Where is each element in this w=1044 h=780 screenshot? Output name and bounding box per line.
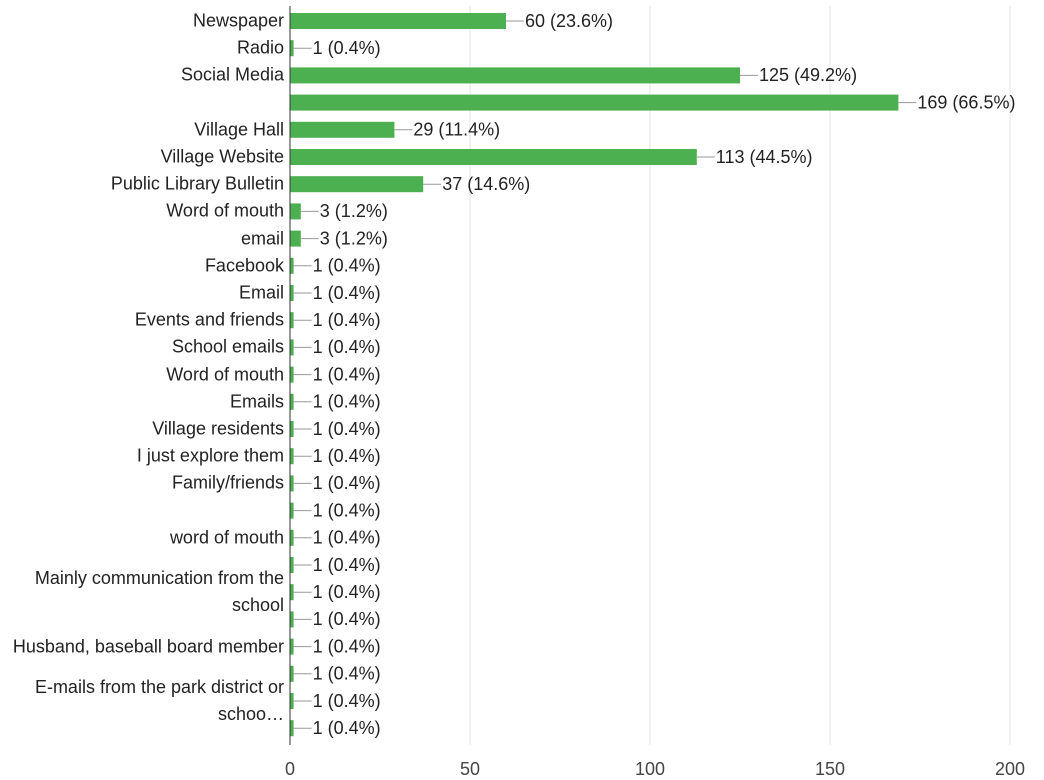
x-tick-label: 200 — [995, 759, 1025, 779]
bar — [290, 13, 506, 29]
category-label: Radio — [236, 37, 284, 58]
category-label: Word of mouth — [166, 200, 284, 221]
value-label: 1 (0.4%) — [313, 555, 381, 575]
value-label: 1 (0.4%) — [313, 718, 381, 738]
category-label: Family/friends — [171, 472, 284, 493]
bar — [290, 693, 294, 709]
value-label: 113 (44.5%) — [716, 147, 813, 167]
value-label: 37 (14.6%) — [442, 174, 530, 194]
bar — [290, 720, 294, 737]
x-tick-label: 0 — [285, 759, 295, 779]
value-label: 169 (66.5%) — [917, 92, 1015, 112]
value-label: 1 (0.4%) — [313, 283, 381, 303]
bar — [290, 366, 294, 383]
value-label: 3 (1.2%) — [320, 228, 388, 248]
bar — [290, 40, 294, 57]
bar — [290, 475, 294, 492]
x-tick-label: 100 — [635, 759, 665, 779]
value-label: 1 (0.4%) — [313, 582, 381, 602]
bar — [290, 285, 294, 301]
bar — [290, 584, 294, 601]
bar — [290, 529, 294, 546]
category-label: word of mouth — [169, 527, 284, 548]
category-label: Village Hall — [194, 119, 284, 140]
value-label: 1 (0.4%) — [313, 446, 381, 466]
value-label: 1 (0.4%) — [313, 392, 381, 412]
bar — [290, 312, 294, 329]
category-label: Public Library Bulletin — [110, 173, 284, 194]
bar — [290, 638, 294, 655]
value-label: 29 (11.4%) — [413, 120, 500, 140]
bar — [290, 611, 294, 628]
bar — [290, 557, 294, 573]
category-label: Word of mouth — [166, 364, 284, 385]
category-label: Mainly communication from the school — [34, 568, 284, 616]
value-label: 3 (1.2%) — [320, 201, 388, 221]
category-label: E-mails from the park district or schoo… — [34, 677, 284, 724]
bar — [290, 448, 294, 465]
category-label: Village Website — [160, 146, 284, 167]
value-label: 1 (0.4%) — [313, 664, 381, 684]
bar — [290, 393, 294, 410]
category-label: Emails — [229, 391, 284, 412]
bar — [290, 94, 899, 111]
category-label: Village residents — [152, 418, 284, 439]
value-label: 1 (0.4%) — [313, 337, 381, 357]
category-label: Husband, baseball board member — [12, 636, 284, 657]
value-label: 60 (23.6%) — [525, 11, 613, 31]
value-label: 1 (0.4%) — [313, 310, 381, 330]
value-label: 1 (0.4%) — [313, 636, 381, 656]
bar — [290, 149, 697, 165]
bar — [290, 665, 294, 682]
category-label: Newspaper — [192, 10, 284, 31]
category-label: email — [240, 228, 284, 249]
category-label: I just explore them — [136, 445, 284, 466]
value-label: 1 (0.4%) — [313, 500, 381, 520]
bar — [290, 502, 294, 519]
category-label: Email — [238, 282, 284, 303]
value-label: 1 (0.4%) — [313, 364, 381, 384]
category-label: School emails — [171, 336, 284, 357]
category-label: Social Media — [180, 64, 284, 85]
value-label: 1 (0.4%) — [313, 691, 381, 711]
x-tick-label: 50 — [460, 759, 480, 779]
bar — [290, 203, 301, 220]
value-label: 125 (49.2%) — [759, 65, 857, 85]
value-label: 1 (0.4%) — [313, 38, 381, 58]
value-label: 1 (0.4%) — [313, 609, 381, 629]
bar — [290, 339, 294, 356]
value-label: 1 (0.4%) — [313, 419, 381, 439]
value-label: 1 (0.4%) — [313, 256, 381, 276]
bar — [290, 67, 740, 84]
bar — [290, 176, 424, 193]
bar — [290, 121, 395, 138]
bar — [290, 421, 294, 437]
value-label: 1 (0.4%) — [313, 473, 381, 493]
bar — [290, 257, 294, 274]
bar — [290, 230, 301, 247]
category-label: Events and friends — [134, 309, 284, 330]
category-label: Facebook — [204, 255, 284, 276]
value-label: 1 (0.4%) — [313, 528, 381, 548]
x-tick-label: 150 — [815, 759, 845, 779]
